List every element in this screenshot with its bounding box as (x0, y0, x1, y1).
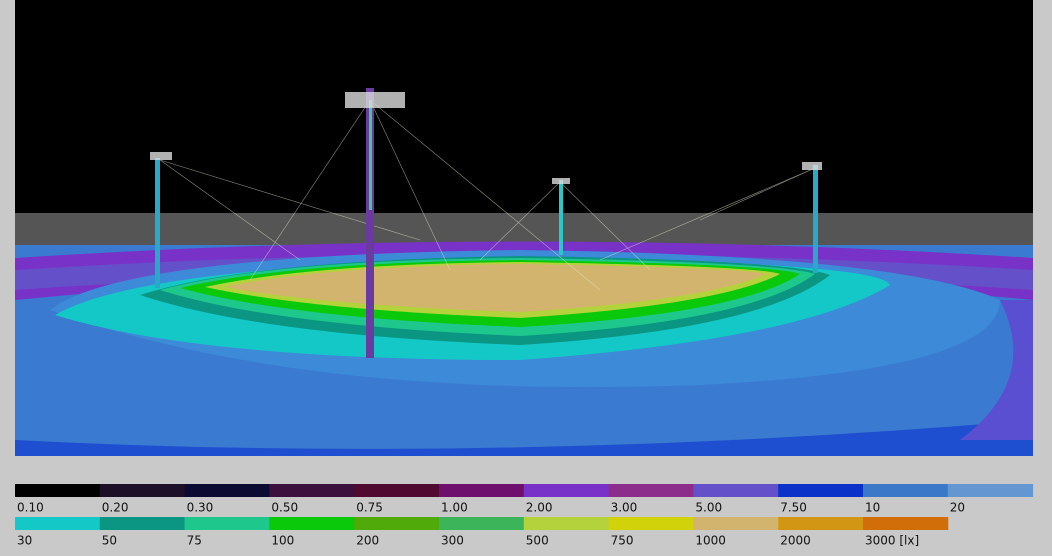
legend-swatch (184, 517, 270, 530)
pole (155, 158, 160, 288)
poles (150, 88, 822, 358)
legend-swatch (778, 517, 864, 530)
pole (369, 100, 372, 210)
stand (15, 213, 1033, 246)
legend-swatch (778, 484, 864, 497)
legend-swatch (99, 517, 186, 530)
floodlights (552, 178, 570, 184)
legend-label: 2.00 (526, 501, 553, 515)
legend-label: 1000 (695, 534, 726, 548)
legend-swatch (269, 517, 355, 530)
legend-label: 0.30 (187, 501, 214, 515)
legend-swatch (523, 517, 610, 530)
legend-swatch (99, 484, 186, 497)
legend-label: 75 (187, 534, 202, 548)
legend-swatch (608, 484, 694, 497)
floodlights (345, 92, 405, 108)
pole (366, 88, 374, 358)
legend-label: 2000 (780, 534, 811, 548)
legend-label: 100 (271, 534, 294, 548)
floodlights (802, 162, 822, 170)
legend-label: 50 (102, 534, 117, 548)
legend-label: 0.20 (102, 501, 129, 515)
legend-label: 500 (526, 534, 549, 548)
floodlights (150, 152, 172, 160)
legend: 0.10 0.20 0.30 0.50 0.75 1.00 2.00 3.00 5.00 7.50… (15, 484, 1034, 548)
legend-swatch (863, 517, 949, 530)
legend-swatch (523, 484, 610, 497)
legend-label: 0.50 (271, 501, 298, 515)
legend-label: 1.00 (441, 501, 468, 515)
legend-swatch (439, 517, 525, 530)
legend-label: 5.00 (695, 501, 722, 515)
legend-swatch (693, 517, 779, 530)
legend-swatch (15, 517, 101, 530)
scene (15, 0, 1033, 456)
legend-label: 300 (441, 534, 464, 548)
legend-label: 3.00 (611, 501, 638, 515)
legend-label: 0.10 (17, 501, 44, 515)
pole (813, 165, 818, 273)
legend-swatch (184, 484, 270, 497)
legend-swatch (354, 517, 440, 530)
legend-label: 0.75 (356, 501, 383, 515)
band (960, 300, 1033, 440)
legend-swatch (439, 484, 525, 497)
legend-label: 10 (865, 501, 880, 515)
legend-swatch (15, 484, 101, 497)
legend-label: 7.50 (780, 501, 807, 515)
legend-swatch (863, 484, 949, 497)
beams (159, 99, 816, 291)
legend-label: 750 (611, 534, 634, 548)
legend-swatch (608, 517, 694, 530)
legend-label: 3000 [lx] (865, 534, 919, 548)
legend-swatch (269, 484, 355, 497)
legend-label: 200 (356, 534, 379, 548)
legend-label: 30 (17, 534, 32, 548)
legend-swatch (354, 484, 440, 497)
legend-swatch (693, 484, 779, 497)
field (225, 264, 765, 312)
band (15, 420, 1033, 456)
legend-swatch (947, 484, 1034, 497)
legend-label: 20 (950, 501, 965, 515)
pole (559, 180, 563, 255)
